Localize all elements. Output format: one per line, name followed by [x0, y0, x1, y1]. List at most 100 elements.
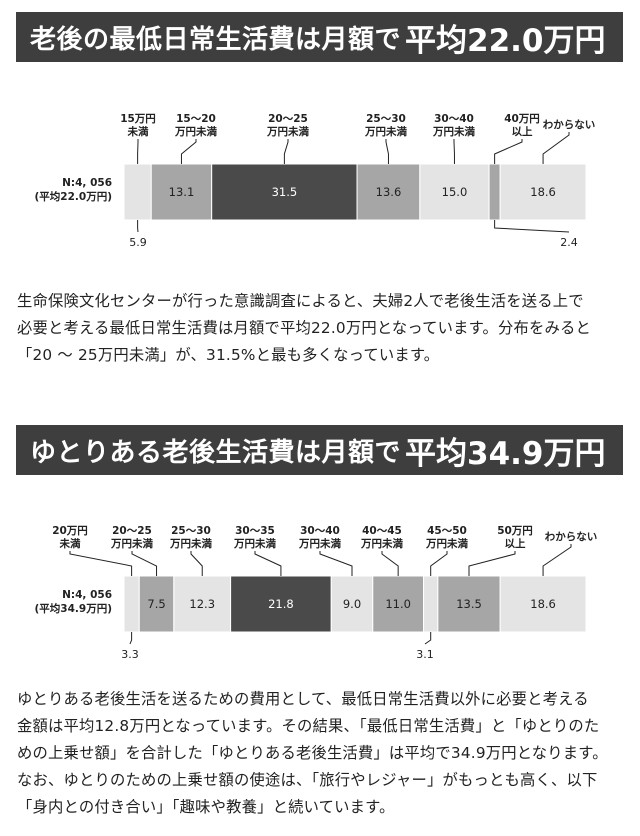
- category-label: 万円未満: [110, 537, 153, 550]
- category-label: 万円未満: [174, 125, 217, 138]
- value-label: 13.6: [376, 185, 402, 199]
- category-leader-line: [131, 551, 158, 576]
- section2-paragraph: ゆとりある老後生活を送るための費用として、最低日常生活費以外に必要と考える 金額…: [17, 686, 627, 821]
- section2-paragraph-line: 「身内との付き合い」「趣味や教養」と続いています。: [17, 798, 395, 816]
- bar-segment: [330, 575, 374, 633]
- category-label: 30～35: [235, 525, 275, 537]
- section2-paragraph-line: ゆとりある老後生活を送るための費用として、最低日常生活費以外に必要と考える: [17, 690, 589, 708]
- section2-title-main: ゆとりある老後生活費は月額で: [30, 437, 402, 468]
- bar-segment: [499, 575, 587, 633]
- value-label: 15.0: [442, 185, 468, 199]
- section2-title-average: 平均34.9万円: [405, 435, 606, 472]
- category-leader-line: [430, 551, 448, 576]
- row-label: (平均22.0万円): [34, 190, 112, 203]
- category-label: 40～45: [362, 525, 402, 537]
- category-leader-line: [385, 139, 389, 164]
- value-label: 3.1: [416, 648, 434, 661]
- category-label: 20～25: [268, 113, 308, 125]
- value-leader-line: [424, 632, 432, 645]
- value-label: 31.5: [272, 185, 298, 199]
- bar-segment: [150, 163, 213, 221]
- category-label: 万円未満: [425, 537, 468, 550]
- category-label: 25～30: [171, 525, 211, 537]
- section2-paragraph-line: なお、ゆとりのための上乗せ額の使途は、「旅行やレジャー」がもっとも高く、以下: [17, 771, 598, 789]
- section2-chart: N:4, 056 (平均34.9万円) 20万円 未満 3.3 20～25 万円未満 7.5 2…: [0, 522, 640, 662]
- category-leader-line: [542, 132, 570, 164]
- category-leader-line: [254, 551, 282, 576]
- bar-segment: [123, 163, 152, 221]
- category-leader-line: [468, 551, 516, 576]
- category-label: 20万円: [52, 525, 88, 537]
- row-label: N:4, 056: [62, 589, 112, 601]
- category-label: 万円未満: [233, 537, 276, 550]
- value-label: 21.8: [268, 597, 294, 611]
- category-label: わからない: [543, 119, 596, 131]
- category-label: わからない: [545, 531, 598, 543]
- category-label: 万円未満: [298, 537, 341, 550]
- value-label: 13.1: [169, 185, 195, 199]
- category-label: 未満: [59, 537, 81, 550]
- category-label: 30～40: [434, 113, 474, 125]
- bar-segment: [372, 575, 425, 633]
- section1-paragraph-line: 生命保険文化センターが行った意識調査によると、夫婦2人で老後生活を送る上で: [17, 292, 584, 310]
- category-label: 50万円: [497, 525, 533, 537]
- row-label: N:4, 056: [62, 177, 112, 189]
- section1-paragraph-line: 必要と考える最低日常生活費は月額で平均22.0万円となっています。分布をみると: [17, 319, 592, 337]
- category-label: 15万円: [120, 113, 156, 125]
- value-label: 9.0: [343, 597, 361, 611]
- category-label: 万円未満: [169, 537, 212, 550]
- section1-paragraph-line: 「20 ～ 25万円未満」が、31.5%と最も多くなっています。: [17, 346, 440, 364]
- category-leader-line: [542, 544, 572, 576]
- category-label: 万円未満: [360, 537, 403, 550]
- category-leader-line: [381, 551, 399, 576]
- value-label: 18.6: [530, 185, 556, 199]
- category-label: 万円未満: [432, 125, 475, 138]
- section2-stacked-bar-chart: N:4, 056(平均34.9万円)20万円未満3.320～25万円未満7.52…: [34, 525, 598, 661]
- section2-paragraph-line: 金額は平均12.8万円となっています。その結果、「最低日常生活費」と「ゆとりのた: [17, 717, 600, 735]
- category-label: 万円未満: [364, 125, 407, 138]
- category-label: 以上: [512, 125, 533, 138]
- category-label: 15～20: [176, 113, 216, 125]
- section1-title-banner: 老後の最低日常生活費は月額で 平均22.0万円: [16, 12, 623, 62]
- category-label: 未満: [127, 125, 149, 138]
- value-leader-line: [129, 632, 133, 645]
- section1-title-main: 老後の最低日常生活費は月額で: [30, 24, 402, 55]
- value-label: 13.5: [456, 597, 482, 611]
- bar-segment: [488, 163, 501, 221]
- section1-stacked-bar-chart: N:4, 056(平均22.0万円)15万円未満5.915～20万円未満13.1…: [34, 113, 596, 249]
- category-label: 以上: [505, 537, 526, 550]
- value-label: 12.3: [189, 597, 215, 611]
- category-leader-line: [69, 551, 133, 576]
- bar-segment: [173, 575, 232, 633]
- section1-title-average: 平均22.0万円: [405, 22, 606, 59]
- section1-paragraph: 生命保険文化センターが行った意識調査によると、夫婦2人で老後生活を送る上で 必要…: [17, 288, 627, 369]
- section2-title-banner: ゆとりある老後生活費は月額で 平均34.9万円: [16, 425, 623, 475]
- category-label: 45～50: [427, 525, 467, 537]
- category-label: 20～25: [112, 525, 152, 537]
- value-leader-line: [494, 220, 570, 233]
- bar-segment: [138, 575, 175, 633]
- category-leader-line: [283, 139, 289, 164]
- value-label: 7.5: [147, 597, 165, 611]
- value-label: 11.0: [385, 597, 411, 611]
- category-label: 30～40: [300, 525, 340, 537]
- value-label: 3.3: [121, 648, 139, 661]
- category-leader-line: [190, 551, 203, 576]
- value-label: 5.9: [129, 236, 147, 249]
- category-leader-line: [180, 139, 197, 164]
- category-label: 万円未満: [266, 125, 309, 138]
- bar-segment: [499, 163, 587, 221]
- section2-paragraph-line: めの上乗せ額」を合計した「ゆとりある老後生活費」は平均で34.9万円となります。: [17, 744, 608, 762]
- category-label: 25～30: [366, 113, 406, 125]
- category-label: 40万円: [504, 113, 540, 125]
- bar-segment: [423, 575, 439, 633]
- bar-segment: [211, 163, 358, 221]
- row-label: (平均34.9万円): [34, 602, 112, 615]
- category-leader-line: [319, 551, 353, 576]
- section1-chart: N:4, 056 (平均22.0万円) 15万円 未満 5.9 15～20 万円未満 13.1…: [0, 110, 640, 250]
- category-leader-line: [494, 139, 523, 164]
- value-label: 18.6: [530, 597, 556, 611]
- bar-segment: [123, 575, 140, 633]
- value-label: 2.4: [560, 236, 578, 249]
- bar-segment: [230, 575, 332, 633]
